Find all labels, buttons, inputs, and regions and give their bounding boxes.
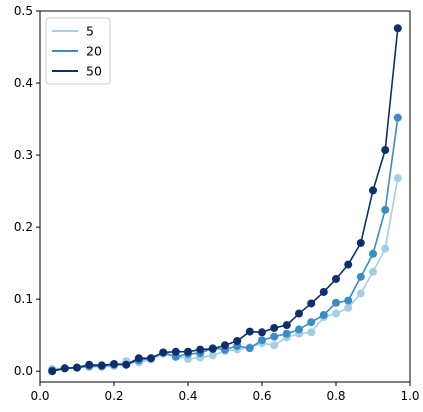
data-point-5	[393, 174, 402, 183]
data-point-50	[344, 260, 353, 269]
data-point-50	[307, 299, 316, 308]
data-point-50	[258, 328, 266, 337]
data-point-20	[307, 318, 316, 327]
data-point-50	[159, 348, 168, 357]
data-point-50	[332, 274, 340, 283]
data-point-50	[97, 361, 106, 370]
data-point-20	[356, 272, 365, 281]
x-tick-label: 0.2	[104, 389, 123, 403]
data-point-5	[356, 289, 365, 298]
data-point-50	[245, 327, 254, 336]
data-point-50	[48, 367, 57, 376]
data-point-50	[393, 24, 402, 33]
data-point-5	[344, 303, 353, 312]
data-point-20	[319, 311, 328, 319]
data-point-50	[85, 360, 94, 369]
data-point-50	[60, 364, 69, 373]
y-tick-label: 0.4	[14, 76, 33, 90]
data-point-20	[270, 332, 279, 341]
data-point-50	[184, 347, 192, 356]
x-tick-label: 0.4	[178, 389, 197, 403]
y-axis: 0.0 0.1 0.2 0.3 0.4 0.5	[14, 4, 40, 378]
data-point-20	[332, 298, 340, 307]
data-point-50	[356, 238, 365, 247]
data-point-50	[295, 309, 303, 318]
data-point-50	[134, 354, 143, 363]
series-layer	[48, 24, 402, 376]
data-point-50	[233, 336, 242, 345]
data-point-50	[221, 341, 229, 350]
legend-item-20: 20	[52, 44, 102, 59]
data-point-5	[208, 351, 217, 360]
data-point-50	[122, 360, 131, 369]
data-point-5	[307, 328, 316, 337]
y-tick-label: 0.5	[14, 4, 33, 18]
data-point-50	[110, 359, 118, 368]
data-point-50	[369, 186, 377, 195]
data-point-50	[381, 146, 390, 155]
data-point-20	[393, 113, 402, 122]
data-point-20	[295, 325, 303, 334]
x-tick-label: 0.8	[326, 389, 345, 403]
data-point-20	[282, 329, 291, 338]
data-point-5	[332, 309, 340, 318]
data-point-50	[73, 363, 81, 372]
y-tick-label: 0.2	[14, 220, 33, 234]
legend: 5 20 50	[45, 17, 111, 85]
data-point-50	[282, 321, 291, 330]
data-point-20	[369, 249, 377, 258]
x-axis: 0.0 0.2 0.4 0.6 0.8 1.0	[30, 382, 420, 403]
data-point-20	[344, 296, 353, 305]
data-point-50	[147, 354, 155, 363]
legend-label: 20	[86, 44, 102, 59]
data-point-5	[381, 244, 390, 253]
x-tick-label: 0.0	[30, 389, 49, 403]
x-tick-label: 0.6	[252, 389, 271, 403]
data-point-20	[245, 344, 254, 353]
legend-label: 5	[86, 24, 94, 39]
legend-item-50: 50	[52, 64, 102, 79]
x-tick-label: 1.0	[400, 389, 419, 403]
y-tick-label: 0.0	[14, 364, 33, 378]
data-point-50	[270, 323, 279, 332]
data-point-20	[381, 205, 390, 214]
legend-item-5: 5	[52, 24, 94, 39]
data-point-50	[319, 287, 328, 296]
y-tick-label: 0.3	[14, 148, 33, 162]
data-point-20	[258, 336, 266, 345]
data-point-50	[196, 345, 205, 354]
data-point-50	[171, 347, 180, 356]
data-point-5	[369, 267, 377, 276]
legend-label: 50	[86, 64, 102, 79]
data-point-5	[270, 341, 279, 350]
series-50	[48, 24, 402, 376]
data-point-50	[208, 344, 217, 353]
y-tick-label: 0.1	[14, 292, 33, 306]
